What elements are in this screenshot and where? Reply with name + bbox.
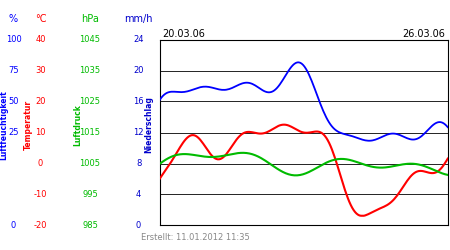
Text: 25: 25: [8, 128, 19, 137]
Text: °C: °C: [35, 14, 46, 24]
Text: 75: 75: [8, 66, 19, 75]
Text: 1015: 1015: [80, 128, 100, 137]
Text: 20: 20: [133, 66, 144, 75]
Text: 995: 995: [82, 190, 98, 199]
Text: mm/h: mm/h: [124, 14, 153, 24]
Text: hPa: hPa: [81, 14, 99, 24]
Text: 0: 0: [136, 220, 141, 230]
Text: 0: 0: [11, 220, 16, 230]
Text: 12: 12: [133, 128, 144, 137]
Text: Temperatur: Temperatur: [23, 100, 32, 150]
Text: 4: 4: [136, 190, 141, 199]
Text: 16: 16: [133, 97, 144, 106]
Text: 50: 50: [8, 97, 19, 106]
Text: 1025: 1025: [80, 97, 100, 106]
Text: 1005: 1005: [80, 159, 100, 168]
Text: Niederschlag: Niederschlag: [144, 96, 153, 154]
Text: 8: 8: [136, 159, 141, 168]
Text: 1045: 1045: [80, 36, 100, 44]
Text: 985: 985: [82, 220, 98, 230]
Text: 0: 0: [38, 159, 43, 168]
Text: 20.03.06: 20.03.06: [162, 29, 205, 39]
Text: 20: 20: [35, 97, 46, 106]
Text: 40: 40: [35, 36, 46, 44]
Text: Luftdruck: Luftdruck: [73, 104, 82, 146]
Text: -20: -20: [34, 220, 47, 230]
Text: -10: -10: [34, 190, 47, 199]
Text: Erstellt: 11.01.2012 11:35: Erstellt: 11.01.2012 11:35: [141, 234, 250, 242]
Text: 10: 10: [35, 128, 46, 137]
Text: 1035: 1035: [80, 66, 100, 75]
Text: Luftfeuchtigkeit: Luftfeuchtigkeit: [0, 90, 8, 160]
Text: %: %: [9, 14, 18, 24]
Text: 30: 30: [35, 66, 46, 75]
Text: 24: 24: [133, 36, 144, 44]
Text: 26.03.06: 26.03.06: [403, 29, 446, 39]
Text: 100: 100: [5, 36, 22, 44]
